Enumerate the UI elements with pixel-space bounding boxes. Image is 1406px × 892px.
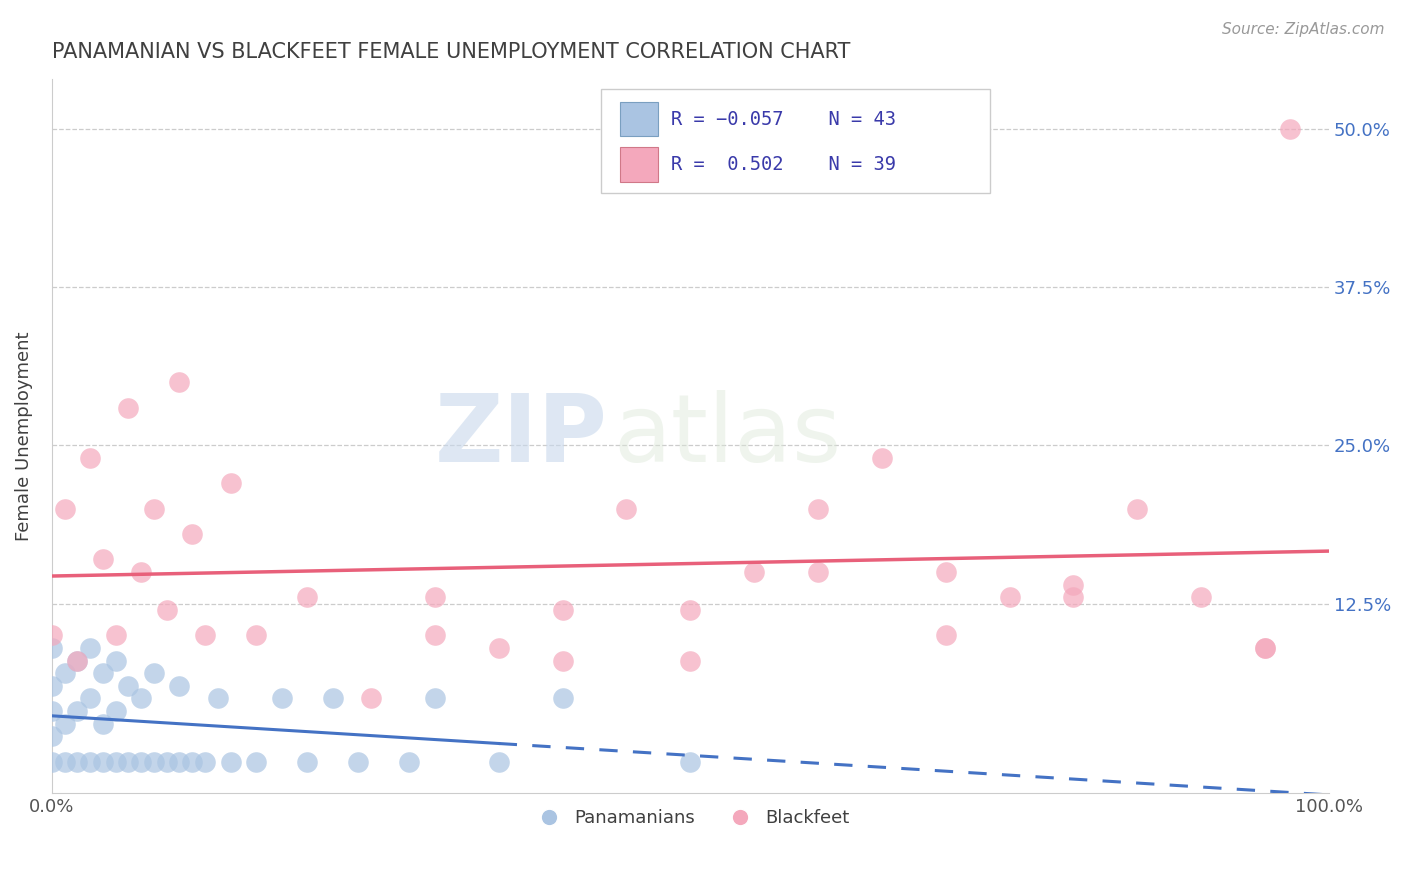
Point (156, 603, 179, 617)
Point (360, 691, 382, 706)
Point (270, 691, 292, 706)
Point (41, 755, 63, 769)
Point (1254, 640, 1277, 655)
Point (423, 691, 446, 706)
Point (219, 755, 242, 769)
Point (398, 755, 420, 769)
Point (53, 755, 76, 769)
Point (488, 640, 510, 655)
Point (807, 565, 830, 579)
Point (1126, 501, 1149, 516)
Point (104, 755, 127, 769)
Point (935, 628, 957, 642)
Point (679, 653, 702, 667)
Point (1189, 591, 1212, 605)
Point (194, 755, 217, 769)
Point (79, 451, 101, 466)
Point (551, 603, 574, 617)
Point (91, 552, 114, 566)
Point (91, 755, 114, 769)
Point (79, 640, 101, 655)
FancyBboxPatch shape (600, 89, 990, 193)
Point (295, 755, 318, 769)
Point (66, 755, 89, 769)
Text: PANAMANIAN VS BLACKFEET FEMALE UNEMPLOYMENT CORRELATION CHART: PANAMANIAN VS BLACKFEET FEMALE UNEMPLOYM… (52, 42, 851, 62)
Point (53, 666, 76, 681)
Point (91, 716, 114, 731)
Point (66, 653, 89, 667)
Point (551, 691, 574, 706)
Point (66, 653, 89, 667)
Point (870, 451, 893, 466)
Point (807, 501, 830, 516)
Point (207, 691, 229, 706)
Point (1254, 640, 1277, 655)
Point (423, 628, 446, 642)
Point (1279, 122, 1302, 136)
Point (104, 628, 127, 642)
Point (79, 755, 101, 769)
Point (66, 704, 89, 718)
Point (347, 755, 370, 769)
Text: ZIP: ZIP (434, 390, 607, 482)
Point (104, 704, 127, 718)
Point (142, 501, 165, 516)
Text: R =  0.502    N = 39: R = 0.502 N = 39 (671, 155, 896, 174)
Point (41, 640, 63, 655)
Point (551, 653, 574, 667)
Point (169, 679, 191, 693)
Point (53, 716, 76, 731)
Text: Source: ZipAtlas.com: Source: ZipAtlas.com (1222, 22, 1385, 37)
Point (245, 755, 267, 769)
Point (1062, 591, 1084, 605)
Point (53, 501, 76, 516)
Point (41, 704, 63, 718)
Text: atlas: atlas (613, 390, 842, 482)
Point (295, 591, 318, 605)
Bar (620, 102, 658, 136)
Point (181, 527, 204, 541)
Bar (620, 147, 658, 182)
Point (104, 653, 127, 667)
Point (117, 401, 139, 415)
Point (169, 375, 191, 389)
Point (742, 565, 765, 579)
Point (117, 755, 139, 769)
Point (1062, 577, 1084, 591)
Point (679, 755, 702, 769)
Point (998, 591, 1021, 605)
Point (117, 679, 139, 693)
Point (142, 666, 165, 681)
Point (41, 730, 63, 744)
Point (245, 628, 267, 642)
Point (322, 691, 344, 706)
Point (194, 628, 217, 642)
Point (129, 691, 152, 706)
Point (41, 628, 63, 642)
Point (129, 755, 152, 769)
Legend: Panamanians, Blackfeet: Panamanians, Blackfeet (523, 802, 856, 834)
Point (169, 755, 191, 769)
Point (156, 755, 179, 769)
Point (129, 565, 152, 579)
Point (423, 591, 446, 605)
Point (935, 565, 957, 579)
Y-axis label: Female Unemployment: Female Unemployment (15, 331, 32, 541)
Point (219, 476, 242, 491)
Point (488, 755, 510, 769)
Point (91, 666, 114, 681)
Point (181, 755, 204, 769)
Point (142, 755, 165, 769)
Text: R = −0.057    N = 43: R = −0.057 N = 43 (671, 110, 896, 128)
Point (79, 691, 101, 706)
Point (679, 603, 702, 617)
Point (616, 501, 638, 516)
Point (41, 679, 63, 693)
